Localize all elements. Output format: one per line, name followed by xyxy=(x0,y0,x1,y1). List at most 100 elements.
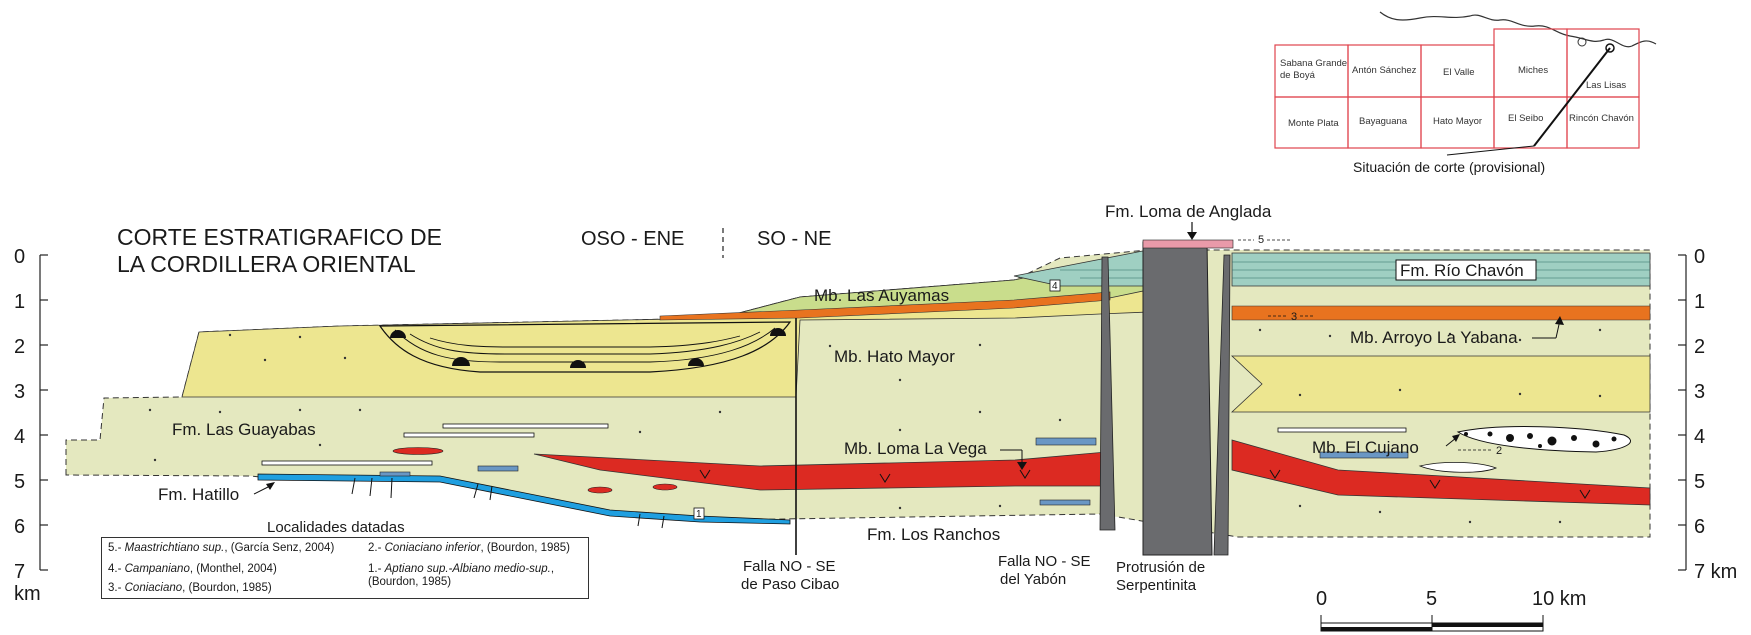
depth-unit-left: km xyxy=(14,583,41,605)
syncline-pebbles xyxy=(390,328,786,368)
map-cell-rincon-chavon xyxy=(1566,96,1640,149)
map-cell-miches xyxy=(1493,28,1568,98)
fault-yabon-sliver xyxy=(1099,256,1116,531)
section-trace xyxy=(1533,47,1611,147)
title-line-2: LA CORDILLERA ORIENTAL xyxy=(117,251,416,277)
mb-hato-mayor-right xyxy=(1230,355,1651,413)
map-label-el-seibo: El Seibo xyxy=(1508,113,1543,124)
map-label-sabana-grande-2: de Boyá xyxy=(1280,70,1316,81)
map-label-monte-plata: Monte Plata xyxy=(1288,118,1339,129)
depth-tick-3: 3 xyxy=(14,381,25,403)
title-line-1: CORTE ESTRATIGRAFICO DE xyxy=(117,224,442,250)
coastline xyxy=(1379,11,1657,48)
legend-item-3: 3.- Coniaciano, (Bourdon, 1985) xyxy=(108,582,272,594)
depth-tick-right-5: 5 xyxy=(1694,471,1705,493)
label-mb-loma-la-vega: Mb. Loma La Vega xyxy=(844,439,987,458)
depth-tick-right-1: 1 xyxy=(1694,291,1705,313)
label-mb-hato-mayor: Mb. Hato Mayor xyxy=(834,347,955,366)
scale-label-0: 0 xyxy=(1316,588,1327,610)
fm-hatillo-bed xyxy=(257,473,791,525)
depth-tick-4: 4 xyxy=(14,426,25,448)
label-falla-yabon-1: Falla NO - SE xyxy=(998,553,1091,570)
depth-tick-5: 5 xyxy=(14,471,25,493)
depth-tick-right-3: 3 xyxy=(1694,381,1705,403)
legend-box: 5.- Maastrichtiano sup., (García Senz, 2… xyxy=(101,537,589,599)
rio-chavon-label-box xyxy=(1395,259,1537,281)
map-label-las-lisas: Las Lisas xyxy=(1586,80,1626,91)
depth-labels-left: 0 1 2 3 4 5 6 7 km xyxy=(14,246,41,605)
label-falla-paso-cibao-2: de Paso Cibao xyxy=(741,576,839,593)
label-serpentinita-1: Protrusión de xyxy=(1116,559,1205,576)
scale-label-5: 5 xyxy=(1426,588,1437,610)
orientation-left: OSO - ENE xyxy=(581,228,684,250)
depth-labels-right: 0 1 2 3 4 5 6 7 km xyxy=(1694,246,1737,583)
thin-beds xyxy=(261,423,1407,466)
legend-item-2: 2.- Coniaciano inferior, (Bourdon, 1985) xyxy=(368,542,571,554)
legend-item-5: 5.- Maastrichtiano sup., (García Senz, 2… xyxy=(108,542,335,554)
depth-tick-right-6: 6 xyxy=(1694,516,1705,538)
arrow-hatillo xyxy=(253,485,271,495)
label-mb-las-auyamas: Mb. Las Auyamas xyxy=(814,286,949,305)
label-falla-paso-cibao-1: Falla NO - SE xyxy=(743,558,836,575)
label-fm-los-ranchos: Fm. Los Ranchos xyxy=(867,525,1000,544)
label-mb-arroyo-la-yabana: Mb. Arroyo La Yabana xyxy=(1350,328,1518,347)
label-fm-hatillo: Fm. Hatillo xyxy=(158,485,239,504)
depth-tick-right-4: 4 xyxy=(1694,426,1705,448)
red-band-right xyxy=(1231,439,1651,506)
coast-island xyxy=(1577,37,1587,47)
section-trace-end xyxy=(1605,43,1615,53)
serpentinite-protrusion xyxy=(1142,241,1213,556)
locality-marker-5: 5 xyxy=(1258,234,1264,246)
map-caption: Situación de corte (provisional) xyxy=(1353,159,1545,175)
map-label-hato-mayor: Hato Mayor xyxy=(1433,116,1482,127)
label-fm-loma-anglada: Fm. Loma de Anglada xyxy=(1105,202,1272,221)
scale-label-10: 10 km xyxy=(1532,588,1586,610)
scale-bar: 0 5 10 km xyxy=(1316,588,1586,632)
depth-unit-right: 7 km xyxy=(1694,561,1737,583)
conglomerate-clasts xyxy=(1464,431,1617,448)
orientation-right: SO - NE xyxy=(757,228,831,250)
map-label-bayaguana: Bayaguana xyxy=(1359,116,1408,127)
map-label-anton-sanchez: Antón Sánchez xyxy=(1352,65,1417,76)
syncline-layers xyxy=(394,327,776,363)
blue-lenses xyxy=(379,437,1409,506)
map-label-sabana-grande-1: Sabana Grande xyxy=(1280,58,1347,69)
legend-item-1: 1.- Aptiano sup.-Albiano medio-sup., (Bo… xyxy=(368,563,555,588)
el-cujano-small-lens xyxy=(1418,461,1498,473)
locality-markers: 1 4 3 2 5 xyxy=(693,234,1502,520)
volcanic-symbols xyxy=(699,469,1591,499)
locality-marker-2: 2 xyxy=(1496,445,1502,457)
locality-marker-3: 3 xyxy=(1291,311,1297,323)
dotted-texture xyxy=(148,328,1602,524)
orange-bed-left xyxy=(659,291,1111,321)
depth-tick-0: 0 xyxy=(14,246,25,268)
depth-axis-left xyxy=(39,254,48,571)
label-fm-rio-chavon: Fm. Río Chavón xyxy=(1400,261,1524,280)
depth-tick-right-0: 0 xyxy=(1694,246,1705,268)
depth-tick-1: 1 xyxy=(14,291,25,313)
locality-marker-4: 4 xyxy=(1052,281,1058,292)
locality-marker-1: 1 xyxy=(696,509,702,520)
legend-title: Localidades datadas xyxy=(267,519,405,536)
fm-rio-chavon-left xyxy=(1013,249,1149,287)
map-label-el-valle: El Valle xyxy=(1443,67,1475,78)
label-falla-yabon-2: del Yabón xyxy=(1000,571,1066,588)
orange-bed-right xyxy=(1231,305,1651,321)
depth-tick-right-2: 2 xyxy=(1694,336,1705,358)
fm-loma-anglada-cap xyxy=(1142,239,1234,249)
hatillo-fault-ticks xyxy=(351,477,665,529)
depth-tick-6: 6 xyxy=(14,516,25,538)
legend-item-4: 4.- Campaniano, (Monthel, 2004) xyxy=(108,563,277,575)
caption-leader xyxy=(1446,145,1535,156)
label-fm-las-guayabas: Fm. Las Guayabas xyxy=(172,420,316,439)
map-label-miches: Miches xyxy=(1518,65,1548,76)
red-lenses xyxy=(392,447,678,494)
depth-tick-7: 7 xyxy=(14,561,25,583)
index-map: Sabana Grande de Boyá Antón Sánchez El V… xyxy=(1274,11,1657,175)
label-mb-el-cujano: Mb. El Cujano xyxy=(1312,438,1419,457)
label-serpentinita-2: Serpentinita xyxy=(1116,577,1197,594)
map-label-rincon-chavon: Rincón Chavón xyxy=(1569,113,1634,124)
mb-el-cujano-lens xyxy=(1456,426,1631,453)
depth-tick-2: 2 xyxy=(14,336,25,358)
